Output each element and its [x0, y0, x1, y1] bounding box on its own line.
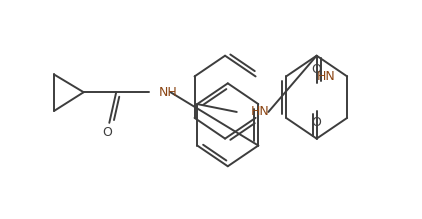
Text: HN: HN — [316, 70, 335, 83]
Text: HN: HN — [251, 106, 269, 118]
Text: NH: NH — [159, 86, 177, 99]
Text: O: O — [312, 116, 322, 129]
Text: O: O — [103, 126, 112, 139]
Text: O: O — [312, 63, 322, 76]
